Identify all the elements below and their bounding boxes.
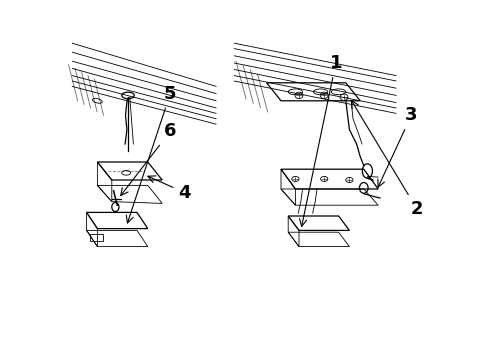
Text: 2: 2 (351, 101, 423, 218)
Text: 4: 4 (148, 176, 191, 202)
Text: 6: 6 (121, 122, 176, 195)
Text: 5: 5 (126, 85, 176, 223)
Text: 3: 3 (378, 106, 417, 187)
Text: 1: 1 (299, 54, 342, 226)
